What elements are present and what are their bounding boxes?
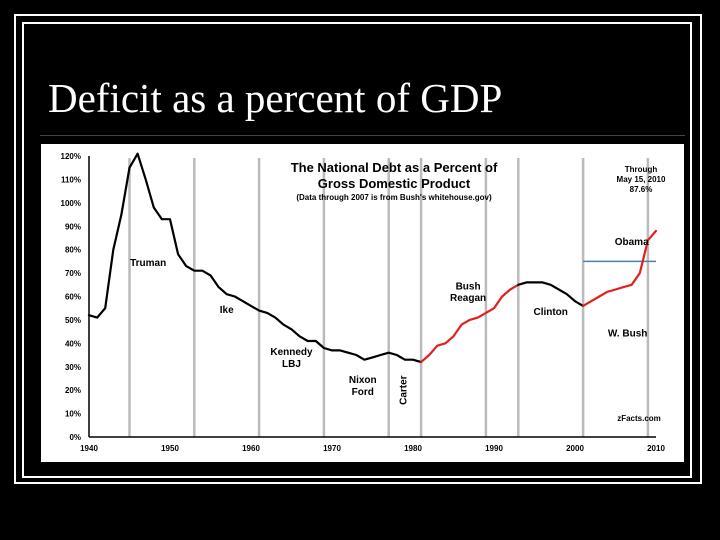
debt-series-line [582,239,649,307]
x-tick-label: 2000 [566,444,584,453]
debt-series-line [646,229,658,242]
x-tick-label: 1940 [80,444,98,453]
slide-title: Deficit as a percent of GDP [48,75,503,121]
era-label: Obama [615,237,649,248]
y-tick-label: 70% [65,269,81,278]
y-tick-label: 120% [61,152,81,161]
y-tick-label: 60% [65,293,81,302]
y-tick-label: 100% [61,199,81,208]
x-tick-label: 1960 [242,444,260,453]
y-tick-label: 110% [61,175,81,184]
term-separators [128,158,650,437]
x-tick-label: 1980 [404,444,422,453]
era-label: Nixon [349,375,377,386]
chart-subtitle: (Data through 2007 is from Bush's whiteh… [296,193,492,202]
slide-frame-inner [22,22,692,478]
x-tick-label: 2010 [647,444,665,453]
chart-container: 0% 10% 20% 30% 40% 50% 60% 70% 80% 90% 100% 110% 120… [41,144,684,462]
era-label: LBJ [282,359,301,370]
debt-gdp-chart: 0% 10% 20% 30% 40% 50% 60% 70% 80% 90% 100% 110% 120… [61,152,666,453]
era-label: Clinton [533,307,567,318]
era-label: Reagan [450,293,486,304]
debt-series-line [87,152,423,364]
annotation-line-2: May 15, 2010 [617,175,666,184]
annotation-line-1: Through [625,165,658,174]
y-tick-label: 90% [65,222,81,231]
y-tick-label: 20% [65,386,81,395]
y-tick-label: 80% [65,246,81,255]
era-label-vertical: Carter [399,375,410,405]
era-label: Truman [130,258,166,269]
x-tick-label: 1950 [161,444,179,453]
debt-series-line [420,283,520,364]
era-label: Bush [456,281,481,292]
y-tick-label: 10% [65,410,81,419]
annotation-line-3: 87.6% [630,185,653,194]
title-divider [40,135,685,136]
axes [88,156,656,438]
x-tick-labels: 1940 1950 1960 1970 1980 1990 2000 2010 [80,444,665,453]
debt-series-line [517,281,585,307]
x-tick-label: 1990 [485,444,503,453]
source-label: zFacts.com [617,414,661,423]
slide-frame-outer [14,14,702,484]
era-label: Kennedy [270,347,313,358]
x-tick-label: 1970 [323,444,341,453]
era-label: W. Bush [608,328,647,339]
y-tick-label: 30% [65,363,81,372]
era-label: Ford [352,387,374,398]
chart-title: The National Debt as a Percent of [291,160,498,175]
y-tick-label: 40% [65,339,81,348]
y-tick-labels: 0% 10% 20% 30% 40% 50% 60% 70% 80% 90% 100% 110% 120… [61,152,81,442]
series-lines [87,152,658,364]
era-label: Ike [220,305,234,316]
chart-title-line2: Gross Domestic Product [318,176,471,191]
y-tick-label: 50% [65,316,81,325]
y-tick-label: 0% [69,433,81,442]
